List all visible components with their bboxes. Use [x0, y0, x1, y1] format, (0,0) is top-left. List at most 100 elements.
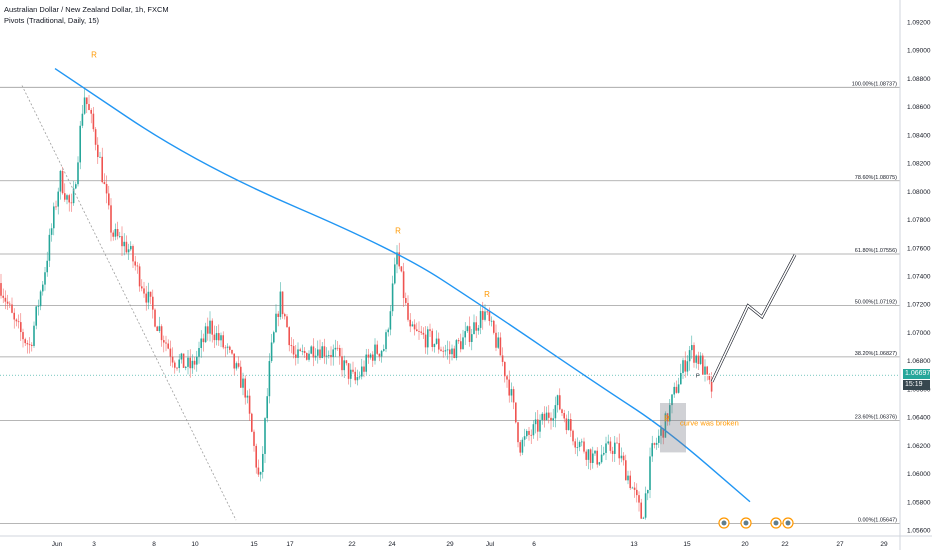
- y-tick-label: 1.07200: [907, 302, 931, 309]
- break-highlight-box[interactable]: [660, 403, 686, 453]
- candle-body: [468, 326, 471, 342]
- candle-body: [574, 441, 576, 448]
- y-tick-label: 1.07000: [907, 330, 931, 337]
- candle-body: [561, 409, 563, 414]
- candle-body: [13, 312, 15, 320]
- x-tick-label: 15: [250, 541, 258, 548]
- y-tick-label: 1.08200: [907, 161, 931, 168]
- candle-body: [297, 349, 299, 358]
- candle-body: [422, 332, 425, 335]
- projection-path[interactable]: [711, 254, 796, 383]
- candle-body: [213, 334, 216, 341]
- candle-body: [658, 435, 660, 443]
- candle-body: [636, 489, 638, 496]
- pivot-label: P: [696, 374, 700, 380]
- candle-body: [598, 462, 601, 465]
- candle-body: [585, 451, 587, 460]
- candle-body: [609, 441, 612, 451]
- candle-body: [620, 455, 623, 459]
- candle-body: [400, 266, 403, 272]
- candle-body: [240, 366, 242, 388]
- x-tick-label: 13: [630, 541, 638, 548]
- candle-body: [642, 517, 645, 519]
- candle-body: [660, 428, 662, 436]
- candle-body: [332, 349, 334, 358]
- candle-body: [554, 405, 557, 419]
- candle-body: [141, 286, 143, 289]
- candle-body: [116, 229, 119, 237]
- y-tick-label: 1.07600: [907, 245, 931, 252]
- candle-body: [59, 170, 62, 192]
- candle-body: [378, 353, 381, 357]
- candle-body: [169, 348, 172, 357]
- indicator-label[interactable]: Pivots (Traditional, Daily, 15): [4, 16, 100, 25]
- candle-body: [594, 450, 596, 454]
- drawings[interactable]: curve was broken R R R R P: [21, 50, 797, 529]
- fib-retracement[interactable]: 100.00%(1.08737) 78.60%(1.08075) 61.80%(1.…: [0, 81, 900, 524]
- candle-body: [350, 369, 352, 379]
- fib-level-label: 100.00%(1.08737): [852, 81, 897, 87]
- candle-body: [143, 288, 145, 294]
- candle-body: [215, 333, 218, 341]
- break-annotation: curve was broken: [680, 419, 739, 428]
- candle-body: [75, 184, 77, 189]
- candle-body: [237, 363, 240, 367]
- candle-body: [684, 360, 686, 372]
- candle-body: [664, 413, 667, 438]
- candle-body: [570, 419, 572, 431]
- candle-body: [627, 475, 629, 481]
- candle-body: [372, 354, 374, 361]
- candle-body: [35, 306, 37, 326]
- candle-body: [512, 389, 515, 403]
- x-tick-label: 27: [836, 541, 844, 548]
- candle-body: [22, 332, 24, 340]
- candle-body: [440, 349, 442, 351]
- fib-level-label: 23.60%(1.06376): [855, 414, 897, 420]
- candle-body: [471, 334, 473, 342]
- candle-body: [466, 326, 469, 332]
- candle-body: [398, 252, 400, 267]
- candle-body: [682, 360, 684, 373]
- candle-body: [449, 349, 451, 355]
- y-tick-label: 1.08800: [907, 76, 931, 83]
- candle-body: [693, 345, 695, 363]
- candle-body: [629, 475, 631, 489]
- candle-body: [413, 324, 416, 330]
- candle-body: [308, 353, 310, 360]
- candle-body: [363, 366, 365, 372]
- y-tick-label: 1.08400: [907, 132, 931, 139]
- candle-body: [592, 453, 594, 463]
- candle-body: [563, 413, 565, 419]
- candle-body: [409, 319, 411, 327]
- candle-body: [110, 205, 112, 233]
- candle-body: [605, 443, 607, 453]
- candle-body: [460, 341, 462, 350]
- descending-trend-curve[interactable]: [54, 67, 751, 503]
- candle-body: [541, 413, 543, 420]
- candle-body: [123, 241, 125, 247]
- candle-body: [187, 357, 189, 367]
- candle-body: [103, 182, 106, 184]
- candle-body: [354, 371, 356, 381]
- candle-body: [28, 344, 31, 346]
- candle-body: [284, 314, 286, 317]
- candle-body: [152, 296, 154, 310]
- candle-body: [702, 355, 704, 376]
- candle-body: [26, 343, 29, 345]
- candle-body: [336, 347, 339, 349]
- candle-body: [11, 304, 13, 313]
- symbol-title[interactable]: Australian Dollar / New Zealand Dollar, …: [4, 5, 169, 14]
- candle-body: [389, 311, 392, 330]
- candle-body: [132, 246, 134, 262]
- candle-body: [416, 329, 418, 332]
- candle-body: [4, 297, 7, 302]
- candle-body: [330, 355, 332, 358]
- candle-body: [380, 350, 383, 357]
- candle-body: [46, 260, 48, 273]
- candle-body: [244, 378, 246, 398]
- candle-body: [229, 346, 231, 350]
- candle-body: [79, 125, 81, 163]
- candle-body: [108, 193, 110, 206]
